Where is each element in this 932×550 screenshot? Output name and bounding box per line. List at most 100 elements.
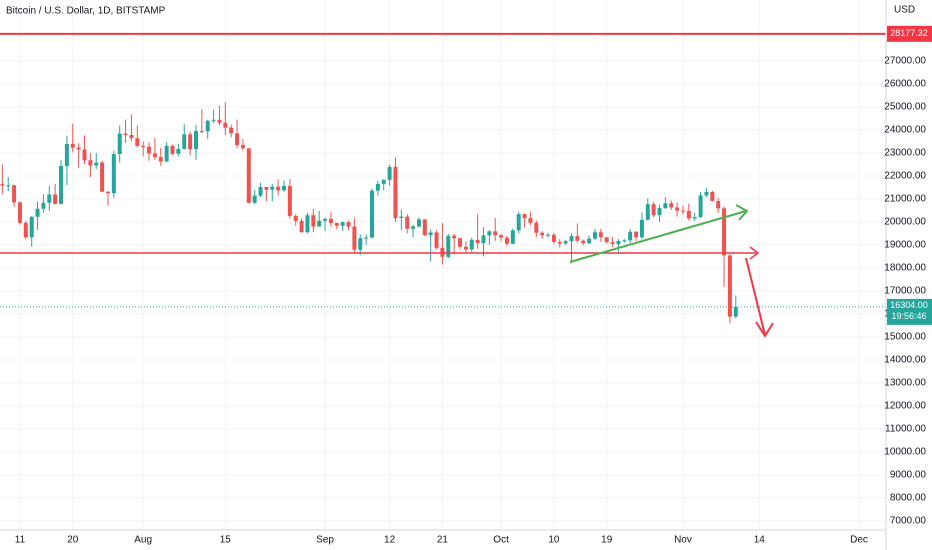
candle-body [276, 186, 281, 191]
candle-body [193, 131, 198, 150]
y-tick-label: 25000.00 [884, 102, 926, 113]
candle-body [434, 232, 439, 248]
grid [0, 0, 886, 530]
trend-arrow-head [735, 204, 749, 221]
candle-body [94, 162, 99, 166]
candle-body [352, 226, 357, 250]
candle-body [147, 146, 152, 154]
candle-body [657, 208, 662, 216]
y-tick-label: 23000.00 [884, 148, 926, 159]
x-tick-label: 12 [384, 535, 396, 546]
candle-body [270, 186, 275, 190]
candle-body [516, 214, 521, 231]
candle-body [692, 217, 697, 219]
candle-body [375, 183, 380, 191]
y-tick-label: 26000.00 [884, 79, 926, 90]
candle-body [628, 231, 633, 241]
candle-body [223, 122, 228, 128]
x-tick-label: 19 [601, 535, 613, 546]
candle-body [311, 215, 316, 227]
candle-body [510, 230, 515, 244]
candle-body [504, 237, 509, 244]
candle-body [305, 215, 310, 233]
candle-body [0, 184, 5, 186]
candle-body [475, 239, 480, 244]
candle-body [111, 154, 116, 194]
y-tick-label: 21000.00 [884, 194, 926, 205]
candle-body [76, 147, 81, 150]
candle-body [240, 145, 245, 149]
candle-body [634, 231, 639, 238]
candle-body [675, 207, 680, 211]
candle-body [64, 143, 69, 167]
candle-body [82, 149, 87, 161]
candle-body [446, 235, 451, 257]
x-tick-label: 20 [67, 535, 79, 546]
candle-body [645, 204, 650, 220]
candle-body [716, 200, 721, 209]
candle-body [217, 119, 222, 123]
candle-body [41, 202, 46, 209]
x-tick-label: Oct [493, 535, 509, 546]
candle-body [522, 214, 527, 219]
y-tick-label: 8000.00 [890, 492, 927, 503]
candle-body [493, 231, 498, 236]
y-tick-label: 12000.00 [884, 400, 926, 411]
candle-body [411, 226, 416, 229]
candle-body [211, 119, 216, 121]
candle-body [334, 223, 339, 226]
candle-body [452, 235, 457, 239]
candle-body [686, 210, 691, 219]
candle-body [70, 143, 75, 148]
candle-body [598, 232, 603, 238]
y-tick-label: 19000.00 [884, 240, 926, 251]
candle-body [733, 306, 738, 317]
candle-body [182, 134, 187, 149]
candle-body [47, 194, 52, 203]
candle-body [622, 240, 627, 242]
candle-body [29, 216, 34, 238]
candle-body [727, 255, 732, 317]
chart-title: Bitcoin / U.S. Dollar, 1D, BITSTAMP [6, 6, 166, 17]
y-tick-label: 22000.00 [884, 171, 926, 182]
candle-body [680, 210, 685, 212]
candle-body [205, 120, 210, 132]
support-arrow-head [749, 246, 760, 260]
candle-body [258, 186, 263, 196]
candle-body [722, 208, 727, 256]
candle-body [528, 218, 533, 223]
candle-body [575, 236, 580, 241]
candle-body [141, 146, 146, 148]
y-tick-label: 13000.00 [884, 377, 926, 388]
candle-body [188, 134, 193, 150]
candle-body [663, 203, 668, 209]
candle-body [152, 153, 157, 158]
candle-body [704, 191, 709, 196]
candle-body [569, 236, 574, 242]
candle-body [235, 133, 240, 146]
candle-body [422, 219, 427, 236]
candle-body [35, 208, 40, 217]
candle-body [129, 134, 134, 139]
candle-body [135, 138, 140, 147]
candle-body [458, 238, 463, 247]
y-tick-label: 14000.00 [884, 354, 926, 365]
y-tick-label: 27000.00 [884, 56, 926, 67]
candle-body [199, 131, 204, 133]
price-line-tag [887, 25, 932, 42]
candle-body [59, 166, 64, 204]
candle-body [264, 186, 269, 190]
x-tick-label: Dec [850, 535, 868, 546]
down-arrow-head [755, 321, 774, 338]
price-line-label: 28177.32 [890, 28, 928, 38]
candle-body [610, 242, 615, 244]
candle-body [370, 190, 375, 238]
candle-body [499, 235, 504, 238]
candle-body [158, 157, 163, 162]
last-price-tag [887, 298, 932, 325]
candle-body [252, 195, 257, 203]
y-tick-label: 17000.00 [884, 286, 926, 297]
last-price-label: 16304.00 [890, 300, 928, 310]
candle-body [639, 219, 644, 238]
